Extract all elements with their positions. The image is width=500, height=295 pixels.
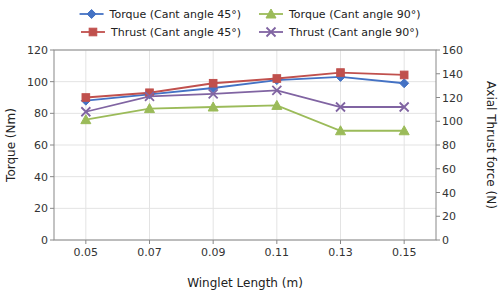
point	[81, 107, 90, 116]
tick-label: 80	[442, 139, 456, 152]
legend-marker	[87, 10, 96, 19]
tick	[436, 97, 440, 98]
legend: Torque (Cant angle 45°) Torque (Cant angl…	[80, 8, 421, 39]
point	[82, 94, 90, 102]
point	[209, 89, 218, 98]
tick	[436, 73, 440, 74]
series-line	[86, 90, 404, 111]
axis-labels: Winglet Length (m) Torque (Nm) Axial Thrus…	[4, 81, 498, 290]
grid	[54, 50, 436, 240]
tick	[340, 240, 341, 244]
point	[272, 100, 282, 109]
tick-label: 40	[442, 187, 456, 200]
tick	[85, 240, 86, 244]
tick	[436, 121, 440, 122]
grid-line	[149, 50, 150, 240]
tick-label: 100	[442, 115, 463, 128]
point	[399, 126, 409, 135]
grid-line	[54, 145, 436, 146]
legend-row: Torque (Cant angle 45°) Torque (Cant angl…	[80, 8, 421, 21]
tick	[436, 216, 440, 217]
grid-line	[54, 208, 436, 209]
tick-label: 20	[34, 202, 48, 215]
grid-line	[85, 50, 86, 240]
tick-label: 160	[442, 44, 463, 57]
tick-label: 20	[442, 210, 456, 223]
point	[145, 92, 154, 101]
tick	[276, 240, 277, 244]
y2-axis-label: Axial Thrust force (N)	[484, 81, 498, 209]
point	[400, 79, 409, 88]
tick-label: 0	[442, 234, 449, 247]
tick-label: 120	[27, 44, 48, 57]
tick-label: 80	[34, 107, 48, 120]
point	[209, 79, 217, 87]
tick	[50, 176, 54, 177]
grid-line	[213, 50, 214, 240]
tick	[50, 113, 54, 114]
point	[400, 71, 408, 79]
tick-label: 0.15	[392, 246, 417, 259]
legend-item: Thrust (Cant angle 90°)	[259, 26, 419, 39]
chart: 0.05 0.07 0.09 0.11 0.13 0.15 0 20 40 60 80 100 120 0…	[0, 0, 500, 295]
series-line	[86, 73, 404, 98]
point	[336, 126, 346, 135]
series-group	[81, 69, 409, 135]
point	[400, 103, 409, 112]
tick-label: 0.11	[265, 246, 290, 259]
tick-label: 0.09	[201, 246, 226, 259]
legend-label: Thrust (Cant angle 90°)	[288, 26, 419, 39]
tick	[436, 50, 440, 51]
legend-item: Thrust (Cant angle 45°)	[81, 26, 241, 39]
tick	[213, 240, 214, 244]
point	[272, 86, 281, 95]
tick	[50, 240, 54, 241]
plot-frame	[54, 50, 436, 240]
legend-label: Torque (Cant angle 90°)	[288, 8, 420, 21]
tick	[50, 145, 54, 146]
tick	[436, 240, 440, 241]
tick	[50, 81, 54, 82]
legend-marker	[89, 28, 97, 36]
legend-marker	[267, 28, 276, 37]
tick	[50, 208, 54, 209]
tick-label: 60	[34, 139, 48, 152]
grid-line	[54, 113, 436, 114]
point	[208, 102, 218, 111]
tick-label: 0.05	[74, 246, 99, 259]
tick-label: 40	[34, 171, 48, 184]
tick	[436, 145, 440, 146]
legend-item: Torque (Cant angle 45°)	[80, 8, 241, 21]
tick-label: 0.13	[328, 246, 353, 259]
tick	[404, 240, 405, 244]
series-line	[86, 105, 404, 130]
tick-label: 100	[27, 76, 48, 89]
x-axis-label: Winglet Length (m)	[187, 276, 303, 290]
tick	[436, 168, 440, 169]
ticks: 0.05 0.07 0.09 0.11 0.13 0.15 0 20 40 60 80 100 120 0…	[27, 44, 463, 259]
point	[272, 76, 281, 85]
tick-label: 120	[442, 92, 463, 105]
point	[336, 103, 345, 112]
grid-line	[54, 176, 436, 177]
legend-row: Thrust (Cant angle 45°) Thrust (Cant angl…	[81, 26, 419, 39]
legend-item: Torque (Cant angle 90°)	[259, 8, 420, 21]
tick-label: 0.07	[137, 246, 162, 259]
legend-label: Torque (Cant angle 45°)	[109, 8, 241, 21]
tick-label: 60	[442, 163, 456, 176]
legend-label: Thrust (Cant angle 45°)	[110, 26, 241, 39]
point	[145, 104, 155, 113]
point	[337, 69, 345, 77]
point	[273, 75, 281, 83]
tick-label: 140	[442, 68, 463, 81]
tick	[50, 50, 54, 51]
tick-label: 0	[41, 234, 48, 247]
tick	[436, 192, 440, 193]
y-axis-label: Torque (Nm)	[4, 108, 18, 183]
tick	[149, 240, 150, 244]
legend-marker	[266, 9, 276, 18]
